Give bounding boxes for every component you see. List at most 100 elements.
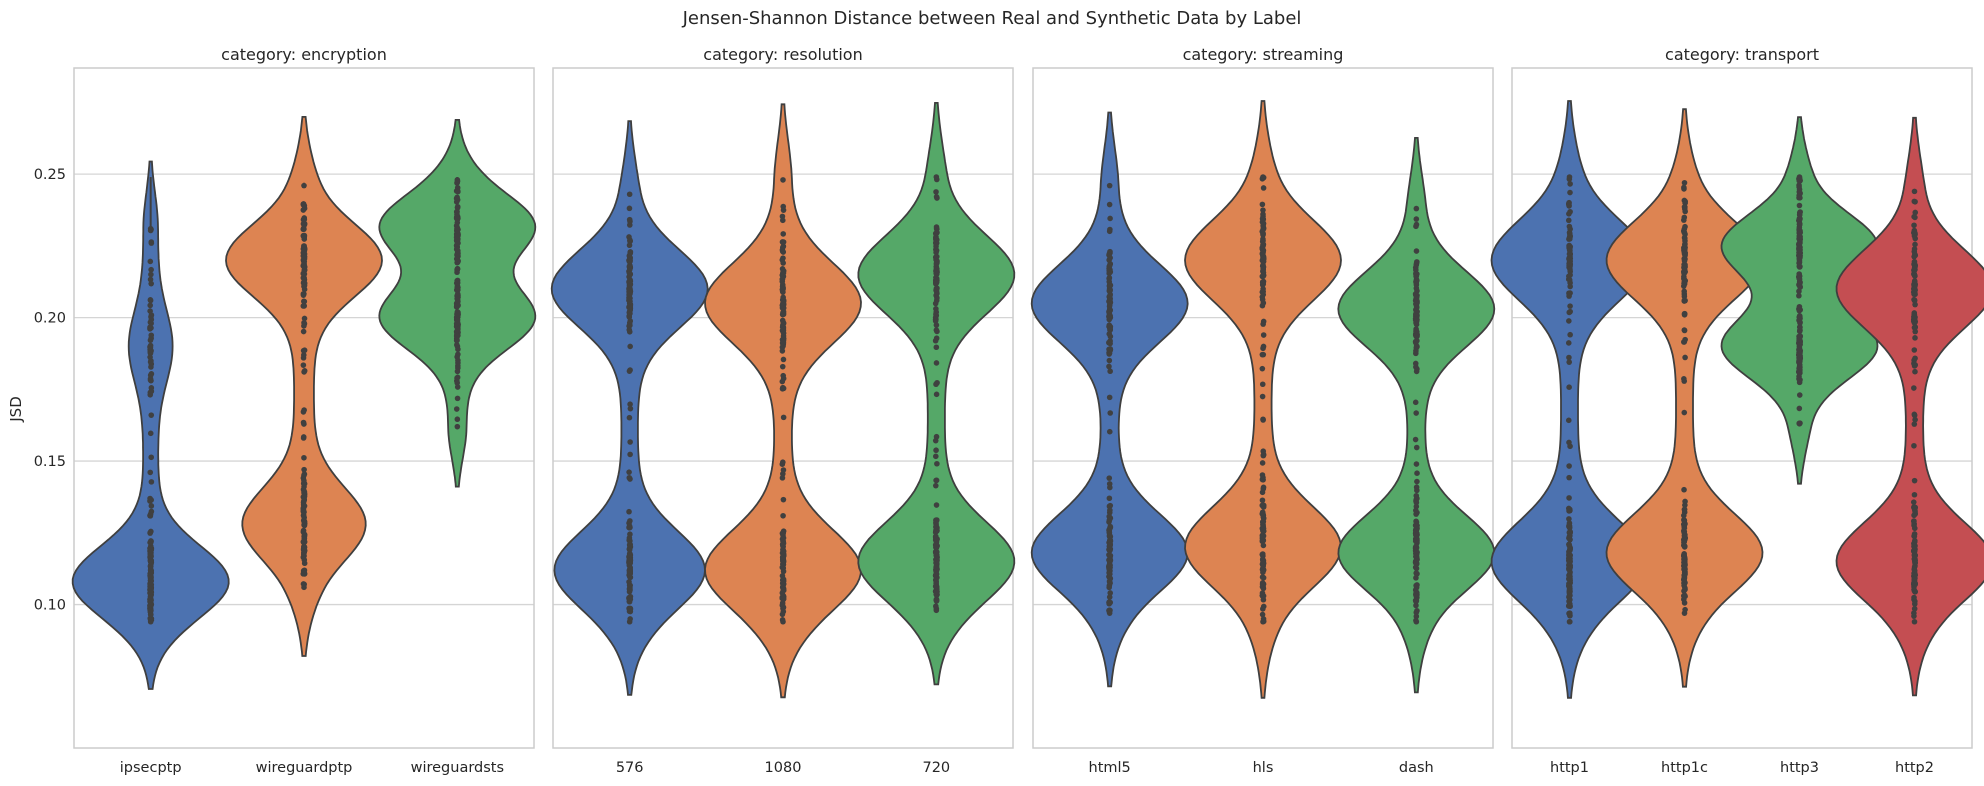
data-point: [1413, 216, 1420, 222]
data-point: [627, 405, 634, 412]
data-point: [1681, 576, 1687, 583]
data-point: [1566, 463, 1572, 469]
data-point: [301, 221, 307, 228]
data-point: [147, 430, 154, 437]
data-point: [1413, 618, 1420, 625]
data-point: [933, 297, 940, 304]
data-point: [779, 288, 786, 295]
data-point: [626, 216, 633, 223]
data-point: [627, 552, 634, 558]
data-point: [1796, 221, 1803, 228]
data-point: [1796, 275, 1803, 282]
data-point: [1413, 444, 1420, 451]
data-point: [1567, 601, 1573, 607]
data-point: [1260, 417, 1266, 423]
data-point: [1567, 613, 1573, 619]
data-point: [1413, 526, 1419, 533]
data-point: [1566, 565, 1572, 572]
data-point: [1567, 189, 1573, 196]
data-point: [147, 495, 153, 502]
data-point: [1682, 354, 1688, 361]
data-point: [1106, 275, 1113, 281]
data-point: [1106, 394, 1113, 401]
data-point: [1912, 301, 1918, 308]
data-point: [1107, 347, 1113, 354]
data-point: [454, 215, 461, 222]
data-point: [626, 585, 633, 592]
violin-html5: [1030, 111, 1189, 688]
data-point: [780, 231, 787, 237]
data-point: [1412, 350, 1419, 357]
data-point: [147, 469, 154, 476]
data-point: [1260, 262, 1266, 268]
data-point: [1414, 316, 1420, 323]
data-point: [1107, 546, 1113, 553]
data-point: [147, 596, 154, 603]
data-point: [1260, 606, 1266, 612]
data-point: [780, 496, 787, 503]
data-point: [148, 316, 155, 323]
data-point: [626, 320, 633, 326]
data-point: [1260, 207, 1266, 213]
data-point: [627, 574, 634, 581]
data-point: [1911, 421, 1918, 427]
data-point: [1413, 575, 1419, 581]
data-point: [1796, 369, 1802, 375]
data-point: [147, 607, 154, 614]
violin-body: [704, 103, 862, 699]
data-point: [1106, 594, 1113, 600]
data-point: [1414, 332, 1420, 338]
data-point: [300, 409, 307, 415]
data-point: [1566, 439, 1572, 446]
panel-0: category: encryption 0.10 0.15 0.20 0.25 ipse…: [34, 45, 537, 776]
data-point: [454, 310, 461, 317]
data-point: [454, 240, 461, 247]
data-point: [1911, 580, 1918, 586]
data-point: [1911, 605, 1918, 612]
data-point: [1106, 323, 1113, 330]
data-point: [147, 511, 154, 517]
data-point: [1413, 248, 1420, 254]
data-point: [933, 571, 940, 577]
panel-title: category: encryption: [221, 45, 387, 64]
data-point: [1260, 252, 1266, 258]
data-point: [780, 618, 786, 625]
data-point: [1911, 491, 1918, 498]
data-point: [933, 189, 939, 195]
data-point: [1681, 610, 1688, 616]
data-point: [1413, 461, 1420, 467]
data-point: [626, 242, 633, 249]
data-point: [933, 311, 939, 318]
data-point: [932, 453, 939, 460]
y-tick-label: 0.15: [34, 454, 66, 470]
data-point: [626, 618, 633, 625]
data-point: [1413, 613, 1420, 620]
data-point: [301, 243, 307, 249]
data-point: [147, 302, 154, 309]
panel-title: category: transport: [1665, 45, 1819, 64]
data-point: [780, 298, 787, 304]
panel-frame: [1032, 67, 1494, 749]
data-point: [627, 518, 633, 524]
data-point: [1911, 213, 1917, 220]
data-point: [1106, 584, 1112, 591]
data-point: [1414, 549, 1420, 556]
data-point: [934, 552, 940, 558]
data-point: [300, 328, 307, 335]
data-point: [780, 538, 786, 545]
data-point: [300, 512, 307, 519]
data-point: [779, 573, 786, 579]
data-point: [933, 236, 939, 243]
data-point: [1260, 448, 1267, 455]
data-point: [1259, 381, 1266, 388]
data-point: [933, 597, 940, 603]
data-point: [1259, 201, 1266, 208]
data-point: [779, 363, 786, 370]
y-axis-label: JSD: [7, 396, 25, 423]
data-point: [779, 317, 786, 324]
data-point: [1106, 599, 1112, 606]
data-point: [1911, 286, 1917, 292]
y-tick-label: 0.10: [34, 598, 66, 614]
data-point: [1912, 368, 1918, 375]
y-tick-label: 0.20: [34, 311, 66, 327]
